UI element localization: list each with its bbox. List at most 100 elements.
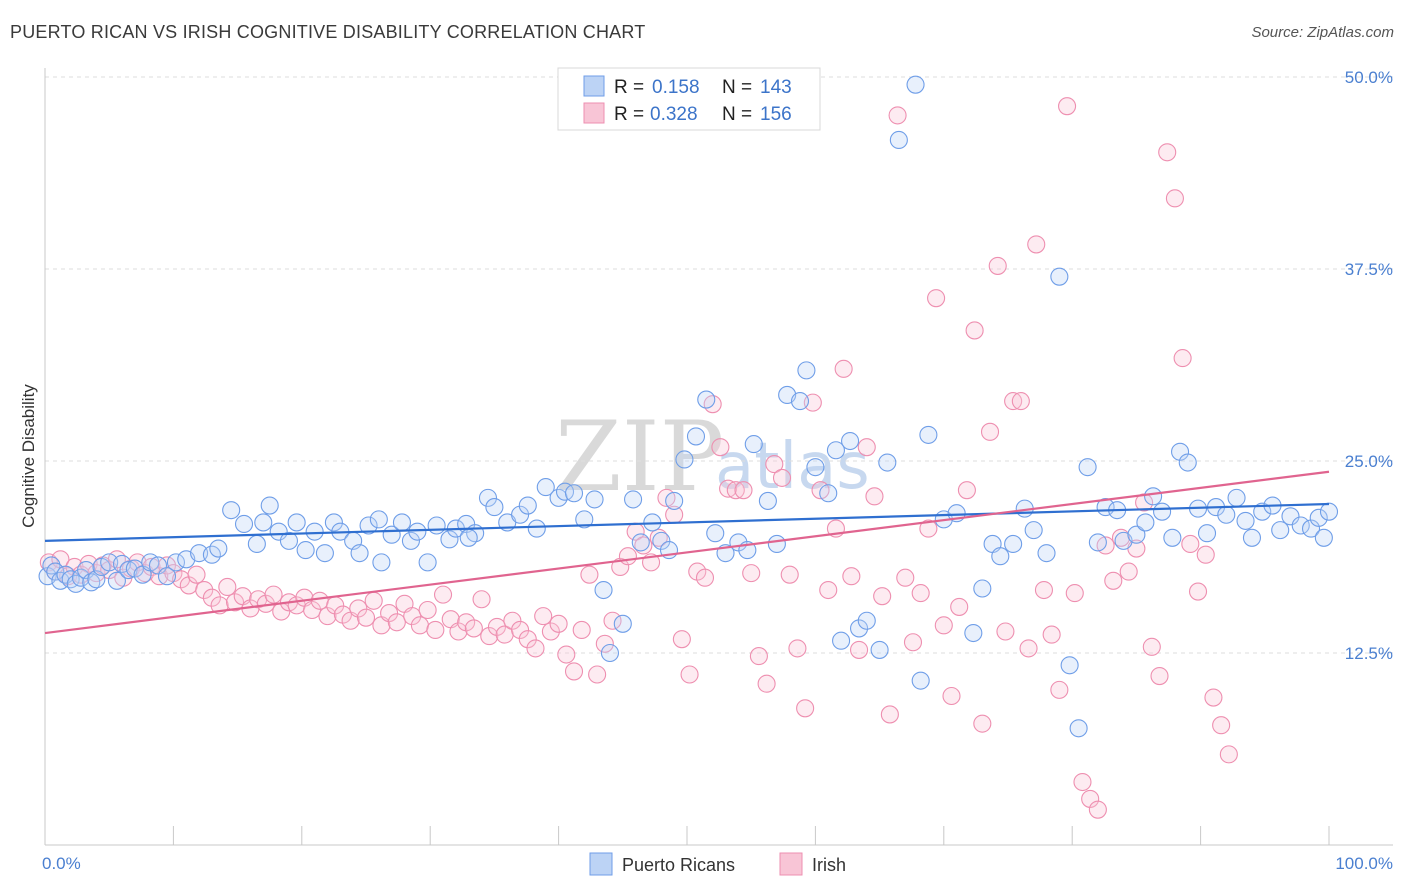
irish-point-44	[364, 591, 383, 610]
irish-point-37	[310, 591, 329, 610]
irish-point-0	[39, 553, 58, 572]
puerto-ricans-point-98	[919, 425, 938, 444]
irish-point-138	[1088, 800, 1107, 819]
irish-point-71	[572, 620, 591, 640]
puerto-ricans-point-109	[1050, 267, 1069, 286]
puerto-ricans-point-32	[279, 531, 299, 550]
irish-point-63	[511, 620, 530, 640]
legend-r-label-blue: R =	[614, 77, 644, 98]
puerto-ricans-point-105	[1004, 534, 1023, 553]
puerto-ricans-point-26	[222, 501, 241, 520]
legend-swatch-pink	[583, 102, 605, 124]
puerto-ricans-point-125	[1197, 524, 1217, 543]
irish-point-136	[1073, 772, 1092, 792]
irish-point-47	[387, 613, 406, 632]
y-tick-label-2: 37.5%	[1345, 260, 1393, 279]
puerto-ricans-point-134	[1281, 507, 1300, 526]
puerto-ricans-point-93	[870, 640, 889, 659]
puerto-ricans-point-101	[964, 623, 983, 643]
irish-point-58	[472, 590, 491, 609]
legend-label-puerto-ricans: Puerto Ricans	[622, 855, 735, 875]
irish-point-81	[649, 528, 668, 547]
irish-point-100	[796, 699, 815, 718]
irish-point-94	[749, 647, 768, 666]
puerto-ricans-point-75	[697, 390, 716, 409]
puerto-ricans-point-137	[1309, 508, 1328, 527]
irish-point-75	[603, 611, 622, 630]
puerto-ricans-point-104	[991, 547, 1010, 566]
puerto-ricans-point-69	[631, 533, 650, 552]
irish-point-72	[580, 565, 599, 584]
legend-swatch-puerto-ricans	[589, 852, 613, 876]
puerto-ricans-point-45	[401, 531, 420, 550]
irish-point-110	[873, 587, 892, 606]
irish-point-62	[503, 611, 522, 630]
puerto-ricans-point-15	[119, 561, 138, 580]
puerto-ricans-point-9	[82, 573, 101, 592]
puerto-ricans-point-41	[359, 516, 378, 535]
irish-point-147	[1158, 143, 1177, 162]
irish-point-74	[595, 634, 614, 653]
puerto-ricans-point-119	[1144, 487, 1163, 506]
irish-point-31	[264, 585, 283, 604]
irish-point-113	[896, 568, 915, 587]
puerto-ricans-point-97	[911, 671, 930, 690]
irish-point-119	[942, 686, 961, 706]
y-tick-label-1: 25.0%	[1345, 452, 1393, 471]
puerto-ricans-point-68	[624, 490, 643, 509]
puerto-ricans-point-34	[296, 541, 315, 560]
irish-point-21	[187, 565, 206, 584]
irish-point-51	[418, 600, 437, 620]
puerto-ricans-point-74	[686, 427, 706, 446]
chart-title: PUERTO RICAN VS IRISH COGNITIVE DISABILI…	[10, 22, 646, 42]
legend-r-value-blue: 0.158	[652, 77, 700, 98]
trend-line-puerto-ricans	[44, 502, 1330, 542]
irish-point-67	[541, 622, 560, 641]
puerto-ricans-point-118	[1136, 513, 1155, 532]
puerto-ricans-point-120	[1153, 502, 1172, 521]
y-tick-label-3: 50.0%	[1345, 68, 1393, 87]
irish-point-64	[518, 630, 537, 649]
irish-point-131	[1034, 580, 1054, 600]
irish-point-129	[1019, 639, 1038, 658]
puerto-ricans-point-95	[889, 130, 908, 150]
grid-lines	[45, 76, 1393, 654]
puerto-ricans-point-110	[1060, 656, 1079, 675]
puerto-ricans-point-31	[269, 522, 288, 541]
irish-point-155	[1219, 745, 1238, 764]
irish-point-68	[549, 614, 568, 633]
irish-point-70	[564, 662, 584, 681]
puerto-ricans-point-49	[440, 530, 459, 549]
puerto-ricans-point-66	[600, 643, 620, 663]
puerto-ricans-point-85	[797, 361, 816, 380]
puerto-ricans-point-133	[1271, 521, 1290, 540]
irish-point-79	[634, 536, 653, 555]
puerto-ricans-point-90	[841, 431, 860, 451]
irish-point-141	[1111, 528, 1131, 547]
irish-point-93	[742, 564, 761, 583]
puerto-ricans-point-71	[652, 531, 671, 550]
irish-point-60	[487, 617, 507, 636]
puerto-ricans-point-44	[392, 513, 412, 532]
x-axis-ticks	[44, 826, 1330, 845]
puerto-ricans-point-127	[1217, 505, 1236, 524]
puerto-ricans-point-40	[350, 544, 369, 563]
puerto-ricans-point-113	[1088, 533, 1107, 552]
puerto-ricans-point-121	[1163, 528, 1182, 547]
irish-point-132	[1042, 625, 1061, 644]
irish-point-146	[1150, 666, 1169, 686]
puerto-ricans-point-33	[287, 513, 306, 532]
irish-point-149	[1173, 349, 1192, 368]
irish-point-43	[356, 608, 376, 627]
irish-point-23	[202, 588, 221, 607]
irish-point-92	[734, 481, 753, 500]
irish-point-152	[1196, 545, 1215, 564]
irish-point-107	[850, 640, 869, 659]
legend-r-value-pink: 0.328	[650, 104, 698, 125]
puerto-ricans-point-67	[613, 614, 632, 633]
source-credit: Source: ZipAtlas.com	[1251, 24, 1394, 41]
puerto-ricans-point-13	[107, 571, 126, 590]
puerto-ricans-point-111	[1069, 719, 1088, 738]
puerto-ricans-point-73	[675, 450, 694, 469]
puerto-ricans-point-53	[478, 488, 498, 507]
